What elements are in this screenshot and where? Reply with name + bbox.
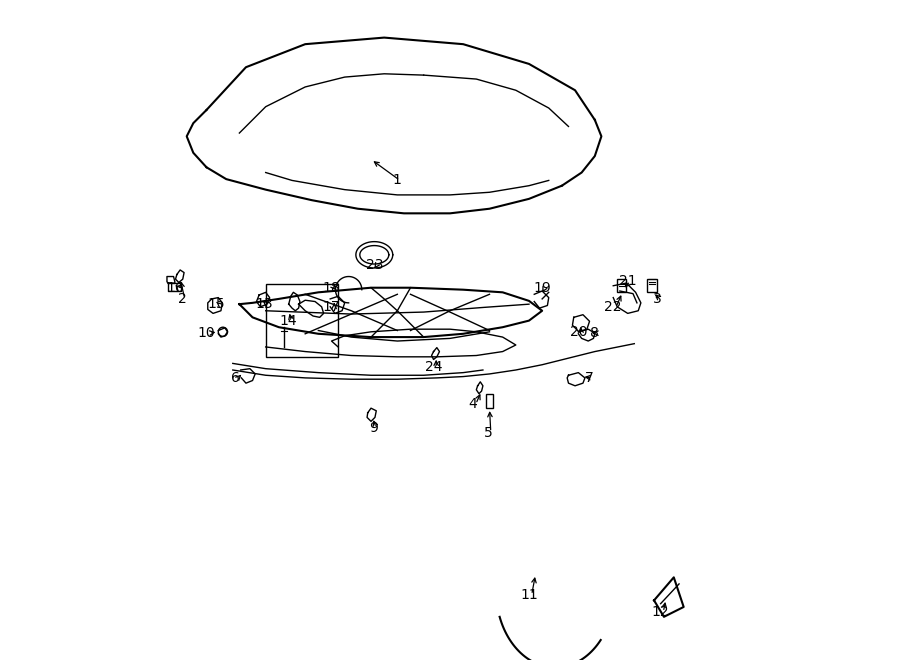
Text: 12: 12 (652, 605, 670, 619)
Text: 21: 21 (619, 274, 636, 288)
Bar (647, 279, 657, 292)
Text: 9: 9 (369, 421, 378, 435)
Text: 16: 16 (166, 281, 184, 295)
Text: 19: 19 (534, 281, 551, 295)
Text: 10: 10 (198, 326, 215, 340)
Text: 3: 3 (653, 292, 662, 306)
Text: 2: 2 (177, 292, 186, 306)
Text: 11: 11 (520, 588, 538, 602)
Text: 17: 17 (323, 301, 340, 315)
Text: 18: 18 (322, 281, 340, 295)
Text: 7: 7 (585, 371, 594, 385)
Text: 23: 23 (365, 258, 383, 272)
Text: 1: 1 (393, 173, 401, 188)
Text: 4: 4 (469, 397, 477, 411)
Text: 15: 15 (208, 297, 225, 311)
Text: 13: 13 (256, 297, 274, 311)
Text: 14: 14 (280, 313, 298, 328)
Text: 8: 8 (590, 326, 599, 340)
Bar (485, 394, 493, 408)
Text: 22: 22 (605, 301, 622, 315)
Bar (617, 279, 626, 292)
Text: 20: 20 (570, 325, 587, 339)
Text: 5: 5 (484, 426, 492, 440)
Bar (266, 284, 338, 357)
Text: 24: 24 (425, 360, 442, 374)
Text: 6: 6 (231, 371, 240, 385)
